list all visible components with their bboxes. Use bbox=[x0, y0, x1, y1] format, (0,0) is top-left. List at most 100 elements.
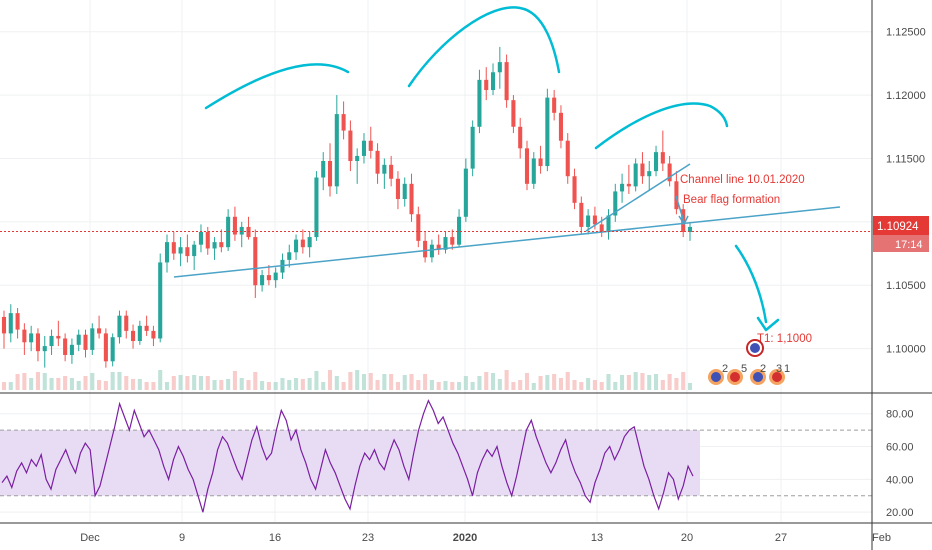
candle-body bbox=[599, 224, 604, 232]
volume-bar bbox=[232, 371, 237, 390]
volume-bar bbox=[253, 372, 258, 390]
candle-body bbox=[368, 140, 373, 151]
countdown-badge bbox=[873, 235, 929, 252]
rsi-axis[interactable]: 80.00 60.00 40.00 20.00 bbox=[886, 409, 914, 519]
candle-body bbox=[518, 126, 523, 149]
candle-body bbox=[158, 262, 163, 339]
candle-body bbox=[565, 140, 570, 177]
volume-bar bbox=[348, 372, 353, 390]
candle-body bbox=[246, 226, 251, 238]
volume-bar bbox=[538, 376, 543, 390]
price-candles[interactable] bbox=[1, 46, 693, 368]
volume-bar bbox=[137, 379, 142, 390]
volume-bar bbox=[511, 382, 516, 390]
candle-body bbox=[654, 152, 659, 172]
price-tick-label: 1.11500 bbox=[886, 153, 925, 165]
candle-body bbox=[586, 215, 591, 227]
candle-body bbox=[341, 114, 346, 131]
candle-body bbox=[552, 97, 557, 113]
volume-bar bbox=[572, 380, 577, 390]
candle-body bbox=[307, 237, 312, 248]
candle-body bbox=[490, 72, 496, 91]
volume-bars bbox=[1, 370, 693, 390]
candle-body bbox=[314, 177, 319, 238]
volume-bar bbox=[29, 378, 34, 390]
candle-body bbox=[117, 315, 122, 338]
candle-body bbox=[22, 329, 27, 343]
candle-body bbox=[395, 178, 400, 200]
candle-body bbox=[69, 344, 74, 355]
volume-bar bbox=[450, 382, 455, 390]
candle-body bbox=[300, 239, 305, 248]
volume-bar bbox=[287, 380, 292, 390]
volume-bar bbox=[640, 373, 645, 390]
volume-bar bbox=[97, 380, 102, 390]
candle-body bbox=[361, 140, 367, 156]
candle-body bbox=[151, 330, 156, 339]
volume-bar bbox=[42, 373, 47, 390]
volume-bar bbox=[484, 372, 489, 390]
volume-bar bbox=[477, 376, 482, 390]
us-flag-icon bbox=[730, 372, 740, 382]
candle-body bbox=[375, 150, 380, 174]
time-axis[interactable]: Dec 9 16 23 2020 13 20 27 Feb bbox=[80, 532, 891, 544]
volume-bar bbox=[613, 382, 618, 390]
shoulder-arc-right bbox=[594, 102, 729, 150]
candle-body bbox=[327, 161, 333, 187]
volume-bar bbox=[423, 374, 428, 390]
candle-body bbox=[409, 183, 414, 215]
volume-bar bbox=[192, 375, 197, 390]
volume-bar bbox=[497, 379, 502, 390]
candle-body bbox=[83, 334, 88, 350]
candle-body bbox=[606, 215, 611, 232]
economic-events[interactable]: 2 5 2 3 1 bbox=[708, 339, 790, 385]
candle-body bbox=[423, 240, 428, 258]
neckline-trendline bbox=[173, 206, 841, 278]
volume-bar bbox=[35, 372, 40, 390]
eu-flag-icon bbox=[711, 372, 721, 382]
volume-bar bbox=[416, 380, 421, 390]
candle-body bbox=[579, 202, 584, 227]
volume-bar bbox=[395, 382, 400, 390]
countdown-value: 17:14 bbox=[895, 239, 923, 251]
volume-bar bbox=[334, 376, 339, 390]
target-label: T1: 1,1000 bbox=[757, 333, 812, 345]
volume-bar bbox=[674, 378, 679, 390]
candle-body bbox=[334, 114, 339, 187]
candle-body bbox=[97, 328, 102, 334]
candle-body bbox=[49, 335, 54, 347]
volume-bar bbox=[470, 382, 475, 390]
volume-bar bbox=[198, 376, 204, 390]
rsi-band bbox=[0, 429, 872, 497]
candle-body bbox=[497, 62, 502, 73]
event-count: 1 bbox=[784, 363, 790, 375]
volume-bar bbox=[327, 370, 333, 390]
rsi-line[interactable] bbox=[1, 399, 694, 513]
candle-body bbox=[178, 247, 183, 254]
candle-body bbox=[484, 79, 489, 91]
last-price-tag: 1.10924 17:14 bbox=[873, 216, 929, 252]
volume-bar bbox=[90, 373, 95, 390]
candle-body bbox=[103, 333, 108, 362]
candle-body bbox=[592, 215, 597, 225]
candle-body bbox=[171, 242, 176, 254]
volume-bar bbox=[355, 370, 360, 390]
volume-bar bbox=[402, 375, 407, 390]
candle-body bbox=[524, 148, 530, 184]
candle-body bbox=[545, 97, 550, 167]
price-tick-label: 1.10500 bbox=[886, 280, 926, 292]
price-tick-label: 1.12500 bbox=[886, 27, 926, 39]
volume-bar bbox=[389, 374, 394, 390]
volume-bar bbox=[103, 381, 108, 390]
candle-body bbox=[144, 325, 149, 331]
candle-body bbox=[260, 275, 265, 286]
volume-bar bbox=[110, 372, 115, 390]
candle-body bbox=[463, 168, 468, 217]
volume-bar bbox=[443, 381, 448, 390]
candle-body bbox=[63, 338, 68, 355]
candle-body bbox=[450, 237, 455, 245]
candle-body bbox=[239, 226, 244, 235]
candle-body bbox=[382, 164, 387, 174]
